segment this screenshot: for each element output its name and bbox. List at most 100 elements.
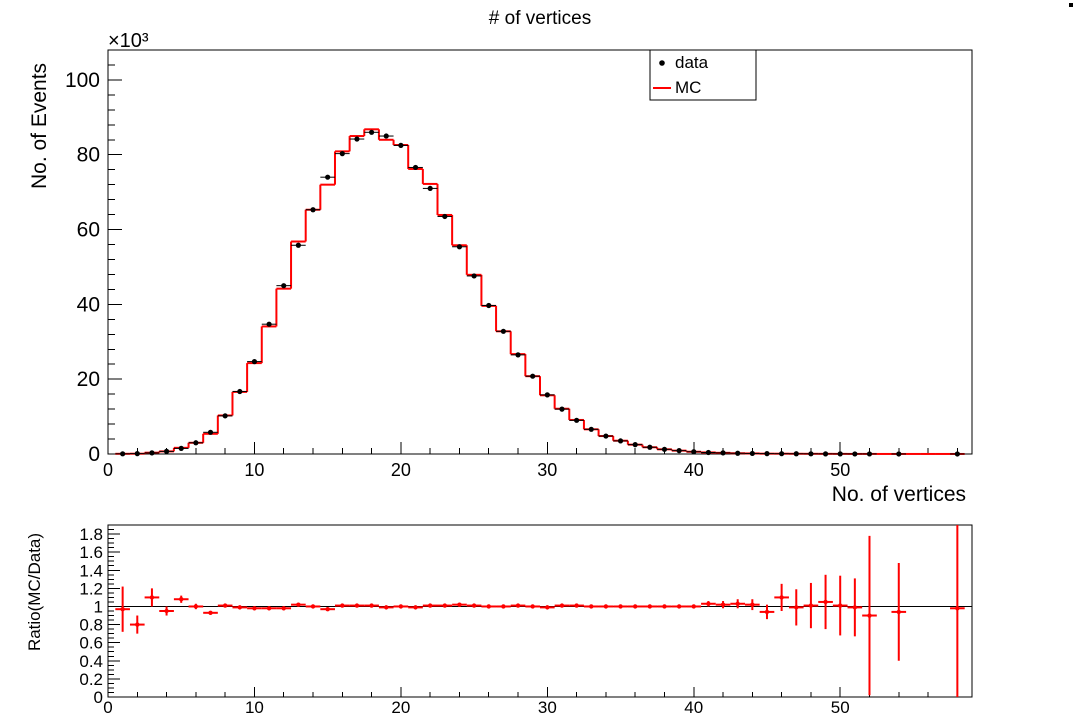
data-point xyxy=(281,283,287,289)
y-tick-label: 80 xyxy=(77,144,100,167)
ratio-point xyxy=(867,613,872,618)
ratio-point xyxy=(427,603,433,608)
ratio-point xyxy=(852,605,858,610)
ratio-point xyxy=(354,603,360,608)
ratio-y-tick-label: 0 xyxy=(94,688,103,707)
data-point xyxy=(647,444,653,450)
data-point xyxy=(779,451,785,457)
data-point xyxy=(251,359,258,365)
ratio-point xyxy=(662,604,667,609)
legend-data-marker xyxy=(659,60,665,66)
data-point xyxy=(852,451,858,457)
data-point xyxy=(207,429,214,435)
data-point xyxy=(544,392,550,398)
ratio-points-layer xyxy=(115,525,965,697)
ratio-point xyxy=(720,602,726,607)
y-tick-label: 60 xyxy=(77,219,100,242)
data-point xyxy=(574,417,580,423)
ratio-point xyxy=(413,605,418,610)
y-tick-label: 100 xyxy=(65,69,100,92)
data-point xyxy=(295,242,301,248)
ratio-point xyxy=(149,595,155,600)
data-point xyxy=(954,451,960,457)
chart-title: # of vertices xyxy=(489,8,591,29)
data-point xyxy=(310,207,316,213)
x-tick-label: 40 xyxy=(684,460,704,480)
data-point xyxy=(222,413,228,419)
data-point xyxy=(398,142,404,148)
x-tick-label: 50 xyxy=(830,460,850,480)
ratio-point xyxy=(706,601,711,606)
data-point xyxy=(354,136,360,142)
data-point xyxy=(632,442,638,448)
data-point xyxy=(368,129,375,135)
ratio-point xyxy=(896,609,901,615)
ratio-y-tick-label: 1.4 xyxy=(79,561,103,580)
ratio-point xyxy=(486,604,491,609)
ratio-point xyxy=(515,603,521,608)
data-point xyxy=(603,433,609,439)
y-tick-label: 40 xyxy=(77,293,100,316)
data-point xyxy=(237,388,243,395)
data-point xyxy=(705,449,712,456)
ratio-point xyxy=(838,603,843,608)
data-point xyxy=(163,448,170,454)
data-point xyxy=(735,450,741,456)
ratio-point xyxy=(120,606,125,612)
data-point xyxy=(325,174,331,180)
ratio-point xyxy=(750,602,755,607)
y-scale-label: ×10³ xyxy=(108,30,149,52)
ratio-y-tick-label: 0.4 xyxy=(79,652,103,671)
data-point xyxy=(559,406,565,412)
ratio-point xyxy=(647,604,653,609)
ratio-point xyxy=(764,609,770,615)
ratio-point xyxy=(955,606,960,611)
ratio-point xyxy=(442,603,448,608)
data-point xyxy=(193,440,199,446)
legend: data MC xyxy=(649,49,757,101)
ratio-point xyxy=(574,603,579,608)
x-tick-label: 10 xyxy=(244,460,264,480)
main-axis-ticks: 0 10 20 30 40 50 0 20 40 60 80 100 xyxy=(65,49,958,480)
ratio-x-tick-label: 30 xyxy=(538,698,557,717)
ratio-point xyxy=(589,604,594,609)
data-point xyxy=(691,449,697,455)
data-point xyxy=(442,213,448,220)
data-point xyxy=(149,450,155,456)
data-point xyxy=(617,438,624,444)
legend-data-label: data xyxy=(675,53,709,72)
data-point xyxy=(822,451,829,457)
data-point xyxy=(837,451,843,457)
ratio-point xyxy=(794,605,799,610)
ratio-x-tick-label: 0 xyxy=(103,698,112,717)
data-point xyxy=(383,133,389,139)
ratio-y-tick-label: 0.2 xyxy=(79,670,103,689)
x-tick-label: 0 xyxy=(103,460,113,480)
mc-step-layer xyxy=(115,128,965,455)
ratio-point xyxy=(135,622,140,627)
ratio-y-tick-label: 1.2 xyxy=(79,579,103,598)
data-point xyxy=(661,446,668,452)
data-point xyxy=(720,450,726,456)
ratio-y-tick-label: 1 xyxy=(94,597,103,616)
ratio-point xyxy=(193,604,199,609)
data-point xyxy=(266,321,272,327)
data-point xyxy=(427,185,433,192)
corner-marker xyxy=(1069,3,1073,7)
ratio-point xyxy=(325,606,330,612)
ratio-point xyxy=(398,604,404,609)
data-point xyxy=(339,151,345,157)
ratio-point xyxy=(384,605,389,610)
ratio-x-tick-label: 50 xyxy=(831,698,850,717)
ratio-x-tick-label: 40 xyxy=(684,698,703,717)
data-point xyxy=(500,328,506,334)
ratio-y-tick-label: 0.8 xyxy=(79,616,103,635)
ratio-point xyxy=(618,604,623,609)
legend-frame xyxy=(649,49,757,101)
ratio-x-tick-label: 20 xyxy=(391,698,410,717)
ratio-y-tick-label: 1.8 xyxy=(79,525,103,544)
data-point xyxy=(530,373,536,379)
ratio-point xyxy=(208,610,213,616)
ratio-point xyxy=(471,603,477,608)
data-point xyxy=(588,426,594,432)
